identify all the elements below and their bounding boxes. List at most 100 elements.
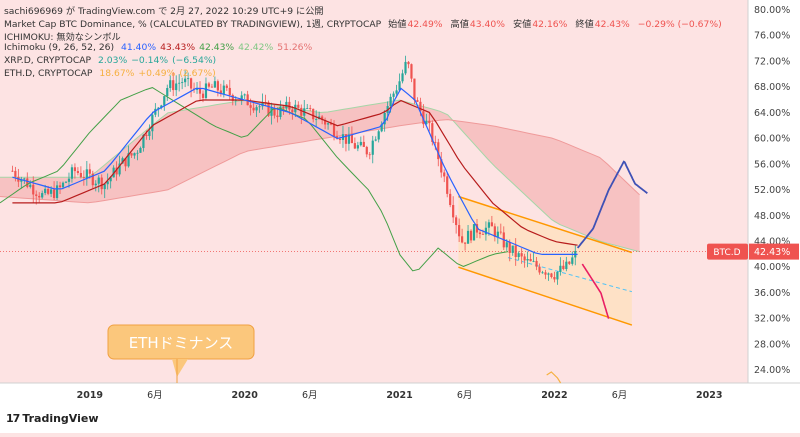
candle-body <box>73 167 77 172</box>
ichimoku-cloud <box>0 100 640 252</box>
candle-body <box>44 188 47 194</box>
candle-body <box>297 104 300 108</box>
candle-body <box>204 83 208 98</box>
candle-body <box>350 134 354 144</box>
x-tick-label: 2021 <box>386 390 412 401</box>
candle-body <box>315 119 318 120</box>
y-tick-label: 48.00% <box>754 211 790 222</box>
x-tick-label: 6月 <box>457 390 473 401</box>
candle-body <box>255 107 258 111</box>
candle-body <box>338 138 342 140</box>
ohlc-value: 42.49% <box>407 19 443 30</box>
forecast-up-path[interactable] <box>576 160 648 249</box>
candle-body <box>544 272 547 275</box>
candle-body <box>455 217 458 226</box>
candle-body <box>207 83 211 87</box>
candle-body <box>154 108 157 115</box>
candle-body <box>344 134 348 144</box>
candle-body <box>449 193 452 206</box>
kijun-sen <box>12 99 578 246</box>
ichivals-value: 42.42% <box>238 42 274 53</box>
candle-body <box>184 78 187 83</box>
y-tick-label: 36.00% <box>754 288 790 299</box>
candle-body <box>67 178 71 182</box>
x-tick-label: 2023 <box>696 390 722 401</box>
candle-body <box>20 179 23 182</box>
candle-body <box>225 85 228 88</box>
candle-body <box>323 119 327 125</box>
candle-body <box>94 183 97 186</box>
channel-upper-line[interactable] <box>458 195 633 254</box>
candle-body <box>210 86 214 88</box>
candle-body <box>309 107 312 109</box>
candle-body <box>443 172 446 177</box>
candle-body <box>380 124 383 132</box>
ohlc-item: 安値42.16% <box>513 19 571 30</box>
price-axis-bg <box>748 0 800 383</box>
candle-body <box>231 95 234 101</box>
series-title: Market Cap BTC Dominance, % (CALCULATED … <box>4 19 382 30</box>
candle-body <box>213 81 217 88</box>
forecast-down-path[interactable] <box>581 263 610 319</box>
candle-body <box>103 184 106 190</box>
candle-body <box>556 271 559 280</box>
candle-body <box>419 101 422 112</box>
y-tick-label: 76.00% <box>754 31 790 42</box>
candle-body <box>425 120 428 125</box>
candle-body <box>472 224 476 241</box>
candle-body <box>82 177 85 179</box>
candle-body <box>139 147 142 153</box>
candle-body <box>446 176 449 194</box>
candle-body <box>371 140 374 155</box>
candle-body <box>332 124 336 137</box>
publish-line: sachi696969 が TradingView.com で 2月 27, 2… <box>4 3 328 17</box>
tv-logo-icon: 17 <box>6 412 20 425</box>
candle-body <box>517 253 520 258</box>
candle-body <box>362 141 365 147</box>
candle-body <box>347 134 351 144</box>
channel-mid-line[interactable] <box>507 257 633 293</box>
ohlc-value: 42.16% <box>532 19 568 30</box>
ohlc-label: 始値 <box>388 19 407 30</box>
candle-body <box>189 78 193 89</box>
candle-body <box>505 242 508 248</box>
candle-body <box>133 153 136 156</box>
candle-body <box>559 265 562 272</box>
candle-body <box>61 182 65 188</box>
candle-body <box>29 184 32 187</box>
candle-body <box>181 82 184 83</box>
channel-lower-line[interactable] <box>458 266 633 326</box>
candle-body <box>523 256 526 261</box>
candle-body <box>538 266 541 273</box>
candle-body <box>434 141 437 143</box>
candle-body <box>23 178 26 180</box>
candle-body <box>404 61 407 74</box>
candle-body <box>571 257 574 264</box>
candle-body <box>401 73 404 82</box>
candle-body <box>52 189 56 198</box>
xrpvals-value: 2.03% <box>98 55 128 66</box>
candle-body <box>463 242 467 244</box>
candle-body <box>496 231 499 237</box>
candle-body <box>198 89 202 94</box>
candle-body <box>565 261 568 270</box>
ohlc-value: −0.29% (−0.67%) <box>637 19 722 30</box>
candle-body <box>249 105 252 108</box>
y-tick-label: 80.00% <box>754 5 790 16</box>
candle-body <box>460 236 464 243</box>
candle-body <box>58 185 62 188</box>
footer-bg <box>0 405 800 433</box>
time-axis-bg <box>0 383 800 405</box>
price-tag-symbol: BTC.D <box>713 248 740 258</box>
candle-body <box>469 230 473 241</box>
ichivals-value: 51.26% <box>277 42 313 53</box>
candle-body <box>326 123 330 125</box>
candle-body <box>166 88 169 97</box>
candle-body <box>88 169 91 174</box>
ichimoku-label: Ichimoku (9, 26, 52, 26) <box>4 42 115 53</box>
candle-body <box>127 153 130 167</box>
xrpvals-value: −0.14% <box>131 55 169 66</box>
candle-body <box>219 90 222 94</box>
